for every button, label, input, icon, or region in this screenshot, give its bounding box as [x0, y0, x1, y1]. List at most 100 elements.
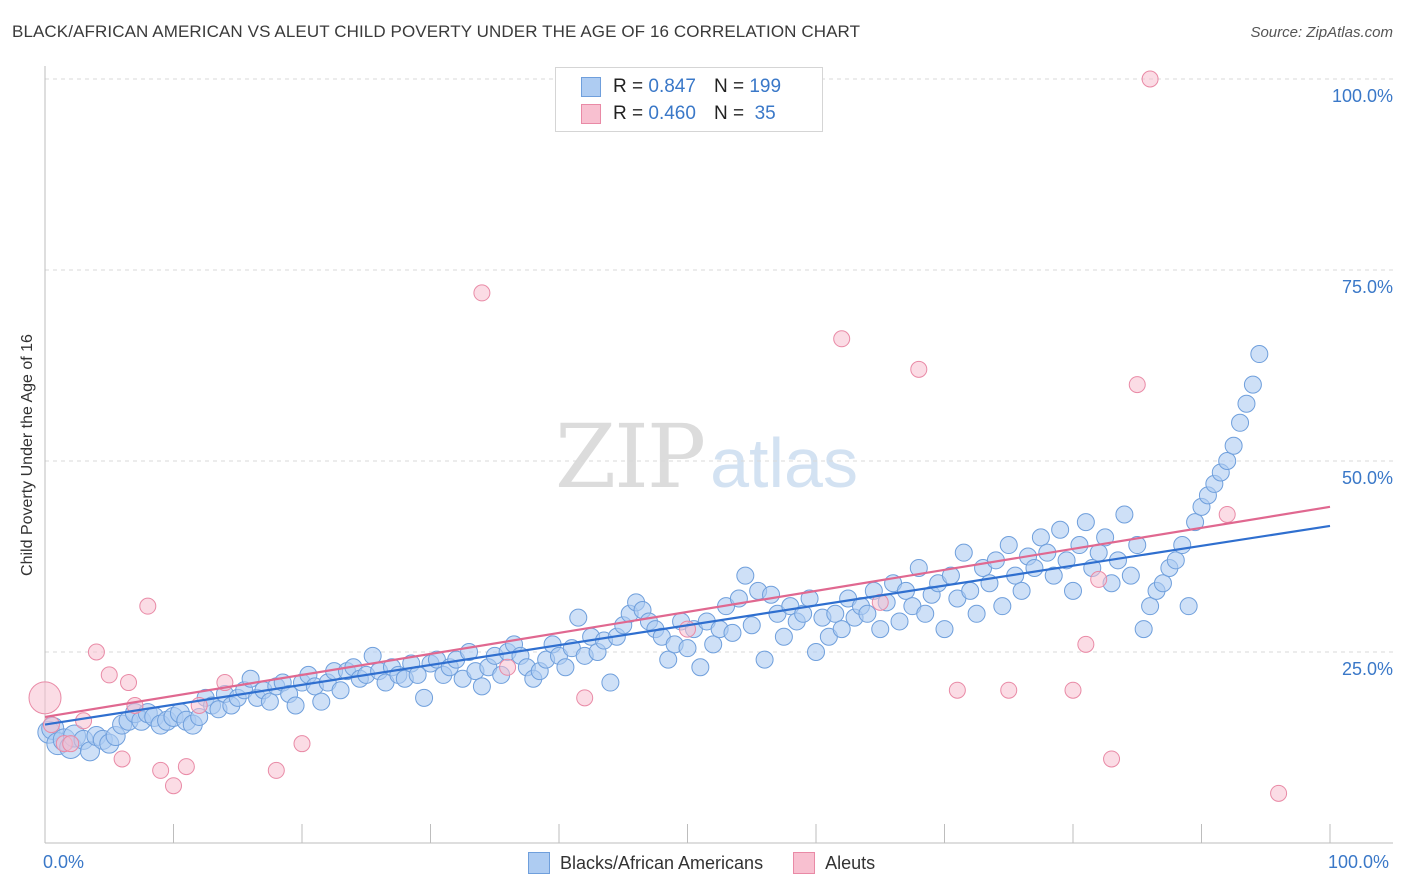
- data-point-blacks: [1044, 566, 1063, 585]
- data-point-blacks: [1031, 528, 1050, 547]
- data-point-aleuts: [1141, 70, 1159, 88]
- data-point-blacks: [723, 623, 742, 642]
- data-point-blacks: [415, 688, 434, 707]
- data-point-blacks: [1076, 513, 1095, 532]
- data-point-aleuts: [1270, 784, 1288, 802]
- data-point-blacks: [774, 627, 793, 646]
- data-point-blacks: [1134, 620, 1153, 639]
- data-point-blacks: [691, 658, 710, 677]
- legend-n-value: 199: [749, 76, 782, 97]
- y-tick-label: 75.0%: [1341, 277, 1393, 297]
- data-point-aleuts: [1218, 505, 1236, 523]
- data-point-blacks: [954, 543, 973, 562]
- legend-r-value: 0.847: [648, 76, 696, 97]
- data-point-aleuts: [113, 750, 131, 768]
- data-point-aleuts: [177, 758, 195, 776]
- x-tick-label-max: 100.0%: [1328, 852, 1390, 872]
- trend-line-blacks: [44, 524, 1331, 726]
- data-point-blacks: [472, 677, 491, 696]
- data-point-blacks: [762, 585, 781, 604]
- data-point-blacks: [961, 581, 980, 600]
- data-point-blacks: [742, 616, 761, 635]
- legend-n-value: 35: [749, 103, 776, 124]
- data-point-blacks: [807, 643, 825, 661]
- trend-line-aleuts: [44, 505, 1331, 719]
- data-point-aleuts: [1103, 750, 1121, 768]
- data-point-aleuts: [1000, 681, 1018, 699]
- x-tick-label-min: 0.0%: [43, 852, 85, 872]
- data-point-blacks: [1141, 597, 1160, 616]
- legend-swatch-pink: [581, 104, 601, 124]
- data-point-blacks: [794, 604, 813, 623]
- axes: [44, 66, 1393, 844]
- data-point-blacks: [1064, 581, 1082, 600]
- data-point-blacks: [569, 608, 588, 627]
- data-point-aleuts: [152, 761, 170, 779]
- data-point-aleuts: [62, 735, 80, 753]
- data-point-blacks: [935, 620, 954, 639]
- legend-label-blacks: Blacks/African Americans: [560, 852, 764, 873]
- data-point-blacks: [1115, 505, 1134, 524]
- data-point-aleuts: [910, 360, 928, 378]
- data-point-blacks: [659, 650, 678, 669]
- data-point-blacks: [678, 639, 697, 658]
- data-point-blacks: [871, 620, 890, 639]
- data-point-blacks: [1243, 375, 1262, 394]
- data-point-aleuts: [87, 643, 105, 661]
- data-point-blacks: [704, 635, 723, 654]
- data-point-aleuts: [120, 674, 138, 692]
- data-point-aleuts: [100, 666, 118, 684]
- data-point-blacks: [312, 692, 331, 711]
- data-point-blacks: [1250, 345, 1269, 364]
- y-tick-label: 25.0%: [1341, 659, 1393, 679]
- data-point-blacks: [1218, 452, 1237, 470]
- legend-r-value: 0.460: [648, 103, 696, 124]
- legend-item-aleuts: Aleuts: [793, 852, 875, 874]
- legend-row-aleuts: R = 0.460 N = 35: [581, 102, 776, 126]
- chart-title: BLACK/AFRICAN AMERICAN VS ALEUT CHILD PO…: [12, 22, 861, 41]
- data-point-blacks: [736, 566, 755, 585]
- legend-n-label: N =: [713, 76, 745, 97]
- data-point-blacks: [1128, 536, 1147, 555]
- stats-legend: R = 0.847 N = 199 R = 0.460 N = 35: [555, 67, 823, 132]
- legend-swatch-blue: [581, 77, 601, 97]
- data-point-blacks: [755, 650, 774, 669]
- data-point-blacks: [601, 673, 620, 692]
- data-point-blacks: [1224, 436, 1243, 455]
- data-point-aleuts: [948, 681, 966, 699]
- data-point-blacks: [1153, 574, 1172, 593]
- data-point-blacks: [1012, 581, 1031, 600]
- series-legend: Blacks/African Americans Aleuts: [528, 852, 905, 874]
- data-point-blacks: [556, 658, 575, 677]
- data-point-blacks: [826, 604, 845, 623]
- data-point-aleuts: [1064, 681, 1082, 699]
- data-point-aleuts: [75, 712, 93, 730]
- data-point-blacks: [1237, 394, 1256, 413]
- data-point-blacks: [1057, 551, 1076, 570]
- data-point-aleuts: [293, 735, 311, 753]
- data-point-aleuts: [833, 330, 851, 348]
- data-point-aleuts: [139, 597, 157, 615]
- trend-lines: [44, 505, 1331, 726]
- legend-r-label: R =: [613, 103, 644, 124]
- data-point-blacks: [999, 536, 1018, 555]
- data-point-blacks: [916, 604, 935, 623]
- legend-row-blacks: R = 0.847 N = 199: [581, 75, 781, 99]
- data-point-aleuts: [267, 761, 285, 779]
- data-point-aleuts: [165, 777, 182, 795]
- data-point-blacks: [1051, 520, 1070, 539]
- data-point-aleuts: [1128, 376, 1146, 394]
- data-point-blacks: [1096, 528, 1115, 547]
- legend-swatch-blue: [528, 852, 550, 874]
- data-point-blacks: [890, 612, 909, 631]
- data-point-aleuts: [28, 681, 62, 715]
- series-blacks-points: [37, 345, 1269, 762]
- data-point-blacks: [1173, 536, 1192, 555]
- data-point-blacks: [1186, 513, 1205, 532]
- legend-r-label: R =: [613, 76, 644, 97]
- grid-lines: [45, 78, 1393, 653]
- data-point-blacks: [1070, 536, 1089, 555]
- data-point-aleuts: [871, 593, 889, 611]
- data-point-blacks: [260, 692, 279, 711]
- data-point-aleuts: [576, 689, 594, 707]
